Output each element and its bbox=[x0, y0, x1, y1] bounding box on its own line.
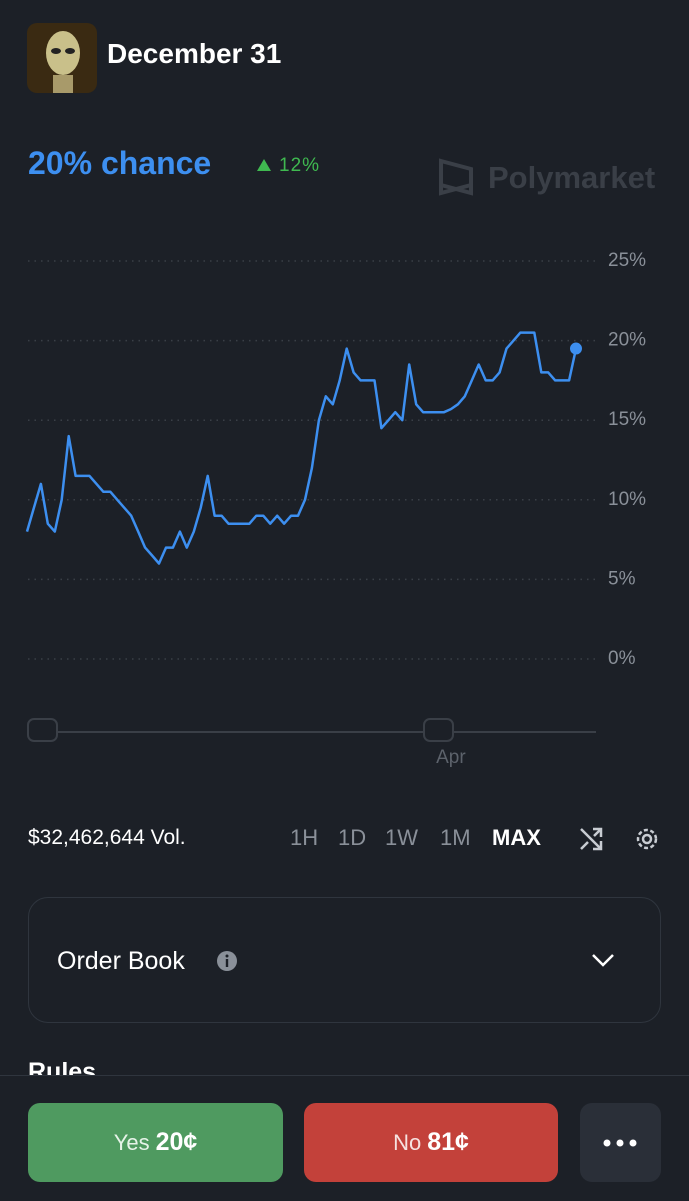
no-price: 81¢ bbox=[427, 1128, 469, 1156]
no-label: No bbox=[393, 1129, 422, 1155]
avatar bbox=[27, 23, 97, 93]
range-button[interactable]: 1M bbox=[440, 825, 471, 850]
order-book-title: Order Book bbox=[57, 947, 185, 975]
order-book-card[interactable] bbox=[28, 897, 661, 1023]
price-line bbox=[25, 331, 578, 565]
y-tick-label: 5% bbox=[608, 568, 636, 589]
more-icon bbox=[603, 1139, 637, 1147]
shuffle-icon[interactable] bbox=[578, 826, 604, 852]
scrubber-handle bbox=[27, 718, 58, 742]
brand-logo bbox=[439, 158, 473, 196]
y-tick-label: 10% bbox=[608, 489, 646, 510]
chance: 20% chance bbox=[28, 145, 212, 181]
range-button[interactable]: 1W bbox=[385, 825, 418, 850]
settings-icon[interactable] bbox=[633, 825, 661, 853]
y-tick-label: 0% bbox=[608, 648, 636, 669]
more-button[interactable] bbox=[580, 1103, 661, 1182]
range-button[interactable]: 1H bbox=[290, 825, 319, 850]
up-arrow bbox=[257, 159, 271, 171]
yes-button[interactable]: Yes 20¢ bbox=[28, 1103, 283, 1182]
volume: $32,462,644 Vol. bbox=[28, 826, 186, 849]
no-button[interactable]: No 81¢ bbox=[304, 1103, 558, 1182]
y-tick-label: 15% bbox=[608, 409, 646, 430]
end-dot bbox=[570, 342, 582, 355]
range-button[interactable]: 1D bbox=[338, 825, 367, 850]
range-button[interactable]: MAX bbox=[492, 825, 541, 850]
x-tick-label: Apr bbox=[436, 747, 466, 768]
chart: 0% 5% 10% 15% 20% 25% Apr bbox=[25, 250, 646, 768]
y-tick-label: 25% bbox=[608, 250, 646, 271]
chevron[interactable] bbox=[590, 950, 616, 970]
y-tick-label: 20% bbox=[608, 330, 646, 351]
scrubber-handle bbox=[423, 718, 454, 742]
yes-label: Yes bbox=[113, 1129, 150, 1155]
market-title: December 31 bbox=[107, 38, 282, 69]
info-icon[interactable] bbox=[216, 950, 238, 972]
yes-price: 20¢ bbox=[155, 1128, 198, 1156]
change: 12% bbox=[279, 155, 321, 176]
brand: Polymarket bbox=[488, 160, 656, 195]
